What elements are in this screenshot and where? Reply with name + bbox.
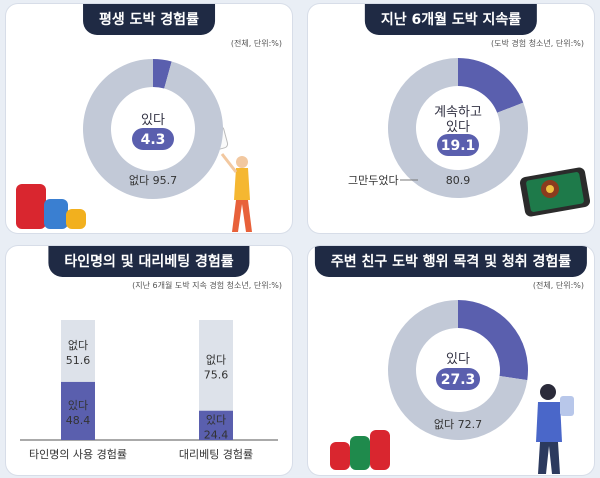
series-label: 없다 — [206, 353, 226, 366]
unit-note: (도박 경험 청소년, 단위:%) — [491, 39, 584, 48]
data-label: 19.1 — [441, 138, 476, 154]
value-badge — [437, 134, 479, 156]
donut-chart-lifetime: 있다 4.3 없다 95.7 — [16, 59, 252, 232]
slice-label: 있다 — [446, 120, 470, 135]
person-icon — [220, 153, 252, 232]
slice-label: 있다 — [446, 352, 470, 367]
pie-slice — [388, 58, 528, 199]
pie-slice — [388, 300, 528, 440]
stacked-bar-chart: 없다 51.6 있다 48.4 타인명의 사용 경험률 없다 75.6 있다 24.4 대리베팅 … — [20, 320, 278, 461]
casino-chips-icon — [16, 184, 86, 229]
data-label: 48.4 — [66, 414, 91, 427]
panel-title: 주변 친구 도박 행위 목격 및 청취 경험률 — [314, 246, 588, 277]
slice-label: 없다 95.7 — [129, 174, 177, 187]
data-label: 27.3 — [441, 372, 476, 388]
value-badge — [132, 128, 174, 150]
bar-no — [61, 320, 95, 382]
unit-note: (지난 6개월 도박 지속 경험 청소년, 단위:%) — [132, 281, 282, 290]
person-phone-icon — [536, 384, 574, 474]
bar-no — [199, 320, 233, 411]
value-badge — [436, 368, 480, 390]
category-label: 대리베팅 경험률 — [179, 448, 253, 461]
data-label: 75.6 — [204, 368, 229, 381]
slice-label: 계속하고 — [434, 105, 482, 120]
donut-chart-witness: 있다 27.3 없다 72.7 — [330, 300, 574, 474]
pie-slice — [82, 59, 223, 199]
slice-label: 있다 — [141, 113, 165, 128]
phone-roulette-icon — [519, 167, 591, 217]
data-label: 51.6 — [66, 354, 91, 367]
series-label: 있다 — [206, 413, 226, 426]
data-label: 24.4 — [204, 428, 229, 441]
casino-chips-icon — [330, 430, 390, 470]
slice-label: 없다 72.7 — [434, 418, 482, 431]
panel-title: 타인명의 및 대리베팅 경험률 — [48, 246, 250, 277]
panel-title: 지난 6개월 도박 지속률 — [364, 4, 538, 35]
data-label: 80.9 — [446, 174, 471, 187]
panel-proxy-betting: 타인명의 및 대리베팅 경험률 (지난 6개월 도박 지속 경험 청소년, 단위… — [6, 246, 292, 475]
series-label: 있다 — [68, 399, 88, 412]
unit-note: (전체, 단위:%) — [230, 39, 282, 48]
series-label: 없다 — [68, 339, 88, 352]
data-label: 4.3 — [141, 132, 166, 148]
panel-lifetime-gambling: 평생 도박 경험률 (전체, 단위:%) 있다 4.3 없다 95.7 — [6, 4, 292, 233]
slice-label: 그만두었다 — [348, 174, 399, 187]
pie-slice — [458, 300, 528, 381]
panel-continuation: 지난 6개월 도박 지속률 (도박 경험 청소년, 단위:%) 계속하고 있다 19… — [308, 4, 594, 233]
panel-friends-witness: 주변 친구 도박 행위 목격 및 청취 경험률 (전체, 단위:%) 있다 27.… — [308, 246, 594, 475]
pie-slice — [153, 59, 172, 89]
bar-yes — [199, 410, 233, 440]
pie-slice — [458, 58, 524, 113]
unit-note: (전체, 단위:%) — [532, 281, 584, 290]
panel-title: 평생 도박 경험률 — [83, 4, 215, 35]
bar-yes — [61, 381, 95, 440]
category-label: 타인명의 사용 경험률 — [29, 448, 127, 461]
